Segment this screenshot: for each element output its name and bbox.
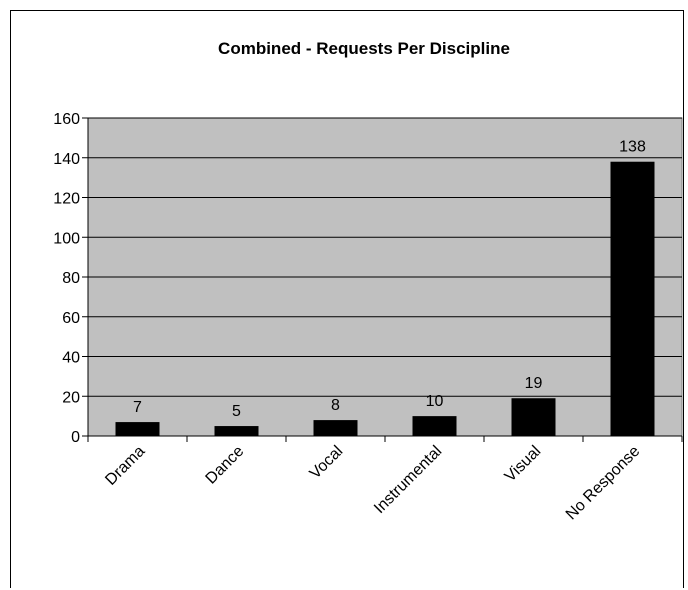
data-label: 19 (525, 375, 543, 392)
bars (115, 161, 655, 436)
y-tick-label: 80 (62, 270, 80, 287)
x-tick-labels: Drama Dance Vocal Instrumental Visual No Resp… (102, 443, 643, 524)
chart-frame: Combined - Requests Per Discipline 0 20 40… (10, 10, 684, 588)
x-tick-label: Visual (502, 443, 545, 486)
bar-instrumental (412, 416, 457, 436)
x-tick-label: Dance (203, 443, 248, 488)
x-tick-label: No Response (563, 443, 644, 524)
y-tick-label: 0 (71, 429, 80, 446)
y-tick-label: 160 (53, 111, 80, 128)
y-tick-label: 20 (62, 389, 80, 406)
chart-title: Combined - Requests Per Discipline (218, 39, 510, 58)
bar-chart: Combined - Requests Per Discipline 0 20 40… (53, 39, 683, 524)
x-tick-label: Drama (102, 443, 148, 489)
gridlines (88, 117, 682, 397)
y-tick-label: 40 (62, 350, 80, 367)
data-label: 7 (133, 399, 142, 416)
data-label: 8 (331, 397, 340, 414)
bar-vocal (313, 420, 358, 436)
axes (82, 117, 683, 442)
y-tick-label: 100 (53, 230, 80, 247)
data-labels: 7 5 8 10 19 138 (133, 139, 646, 420)
data-label: 10 (426, 393, 444, 410)
bar-visual (511, 398, 556, 436)
y-tick-labels: 0 20 40 60 80 100 120 140 160 (53, 111, 80, 446)
bar-dance (214, 426, 259, 436)
x-tick-label: Instrumental (371, 443, 445, 517)
bar-drama (115, 422, 160, 436)
y-tick-label: 60 (62, 310, 80, 327)
y-tick-label: 140 (53, 151, 80, 168)
y-tick-label: 120 (53, 191, 80, 208)
data-label: 5 (232, 403, 241, 420)
data-label: 138 (619, 139, 646, 156)
x-tick-label: Vocal (307, 443, 347, 483)
bar-no-response (610, 161, 655, 436)
